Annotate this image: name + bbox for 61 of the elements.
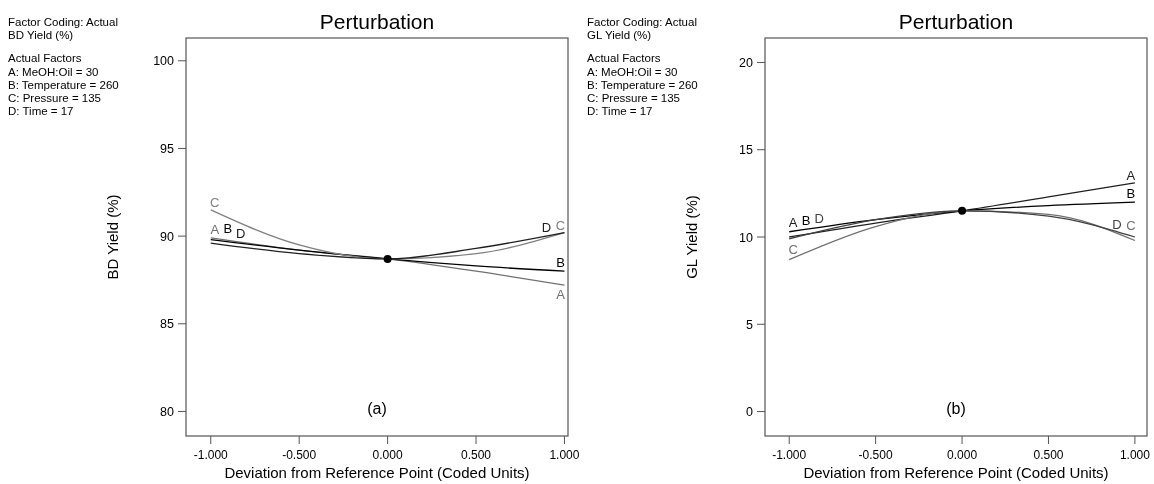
- x-tick-label: -1.000: [193, 448, 229, 462]
- x-tick-label: 1.000: [1119, 448, 1151, 462]
- y-tick-label: 5: [746, 317, 754, 332]
- y-tick-label: 15: [739, 143, 754, 158]
- chart-title: Perturbation: [319, 10, 435, 33]
- y-axis-title: BD Yield (%): [104, 194, 121, 280]
- y-tick-label: 10: [739, 230, 754, 245]
- y-tick-label: 90: [160, 229, 175, 244]
- series-label: A: [210, 222, 220, 238]
- line-series: [210, 238, 566, 272]
- y-tick-label: 100: [153, 54, 175, 69]
- chart-title: Perturbation: [898, 10, 1014, 33]
- series-label: C: [555, 217, 566, 233]
- x-tick-label: -0.500: [858, 448, 893, 462]
- y-axis-title: GL Yield (%): [683, 195, 700, 279]
- text: B: [1126, 186, 1136, 202]
- x-tick-label: 0.000: [947, 448, 978, 462]
- x-axis-title: Deviation from Reference Point (Coded Units): [803, 464, 1109, 481]
- x-tick-label: 0.500: [1033, 448, 1064, 462]
- text: A: MeOH:Oil = 30: [587, 65, 678, 78]
- x-tick-label: -1.000: [772, 448, 807, 462]
- text: B: [223, 220, 233, 236]
- y-tick-label: 20: [739, 55, 754, 70]
- series-label: C: [788, 242, 798, 258]
- text: C: Pressure = 135: [8, 92, 102, 104]
- text: C: Pressure = 135: [587, 92, 681, 104]
- text: A: MeOH:Oil = 30: [8, 65, 99, 78]
- text: Factor Coding: Actual: [8, 16, 118, 28]
- text: D: Time = 17: [587, 105, 653, 118]
- text: D: Time = 17: [8, 105, 74, 118]
- annotation: (b): [946, 400, 966, 417]
- text: C: [210, 195, 220, 211]
- text: BD Yield (%): [8, 29, 74, 42]
- line-series: [788, 182, 1136, 238]
- text: D: [814, 211, 824, 227]
- series-label: A: [1126, 167, 1136, 183]
- text: GL Yield (%): [587, 29, 652, 42]
- text: B: Temperature = 260: [8, 78, 119, 91]
- x-axis-title: Deviation from Reference Point (Coded Units): [224, 464, 530, 481]
- text: A: [556, 286, 565, 302]
- y-tick-label: 95: [160, 141, 175, 156]
- text: Actual Factors: [587, 52, 661, 65]
- y-tick-label: 85: [160, 317, 175, 332]
- x-tick-label: 0.000: [372, 448, 403, 462]
- series-label: B: [801, 213, 811, 229]
- text: D: [236, 225, 246, 241]
- y-tick-label: 80: [160, 404, 175, 419]
- annotation: (a): [367, 400, 387, 417]
- text: A: [788, 215, 798, 231]
- x-tick-label: 1.000: [549, 448, 580, 462]
- x-tick-label: -0.500: [282, 448, 317, 462]
- text: Factor Coding: Actual: [587, 16, 697, 28]
- series-label: D: [1112, 216, 1122, 232]
- series-label: B: [556, 254, 565, 270]
- text: B: Temperature = 260: [587, 78, 698, 91]
- series-label: D: [541, 219, 552, 235]
- text: Actual Factors: [8, 52, 82, 65]
- text: C: [1126, 218, 1136, 234]
- y-tick-label: 0: [746, 405, 754, 420]
- line-series: [788, 201, 1136, 233]
- x-tick-label: 0.500: [461, 448, 492, 462]
